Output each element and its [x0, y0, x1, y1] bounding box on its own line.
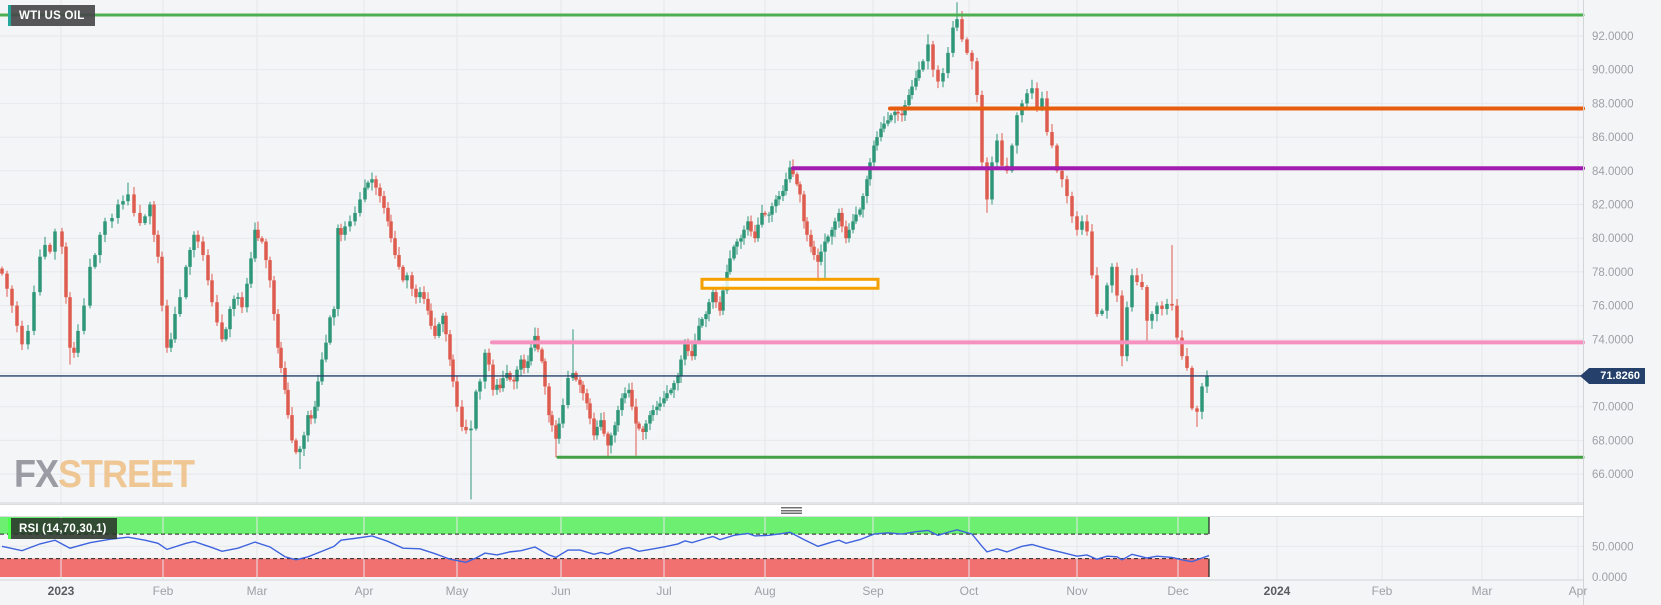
time-axis-label: Mar [247, 584, 268, 598]
price-axis-label: 88.0000 [1592, 98, 1634, 110]
price-axis-label: 76.0000 [1592, 301, 1634, 313]
price-axis[interactable] [1583, 0, 1661, 605]
time-axis-label: Jul [656, 584, 671, 598]
time-axis-label: Apr [1569, 584, 1588, 598]
price-axis-label: 84.0000 [1592, 166, 1634, 178]
candles-down [0, 11, 1199, 458]
price-axis-label: 82.0000 [1592, 200, 1634, 212]
time-axis-label: 2024 [1264, 584, 1291, 598]
time-axis-label: Apr [355, 584, 374, 598]
pane-resize-grip[interactable] [781, 507, 802, 514]
fxstreet-watermark: FXSTREET [14, 454, 195, 494]
price-axis-label: 74.0000 [1592, 334, 1634, 346]
time-axis-labels: 2023 Feb Mar Apr May Jun Jul Aug Sep Oct Nov Dec 202… [48, 584, 1588, 598]
rsi-axis-label: 50.0000 [1592, 541, 1634, 553]
time-axis-label: Sep [862, 584, 884, 598]
time-axis-label: Mar [1472, 584, 1493, 598]
rsi-bands [0, 515, 1210, 577]
price-axis-label: 80.0000 [1592, 233, 1634, 245]
symbol-label[interactable]: WTI US OIL [8, 5, 95, 26]
time-axis[interactable] [0, 581, 1583, 605]
candles-up [26, 2, 1209, 500]
rsi-line [1, 529, 1210, 564]
rsi-indicator-label[interactable]: RSI (14,70,30,1) [8, 518, 117, 539]
time-axis-label: Feb [153, 584, 174, 598]
last-price-tag: 71.8260 [1580, 368, 1645, 384]
rsi-axis-label: 0.0000 [1592, 572, 1627, 584]
time-axis-label: Nov [1066, 584, 1087, 598]
gridlines [0, 0, 1583, 580]
price-axis-label: 92.0000 [1592, 31, 1634, 43]
price-axis-label: 66.0000 [1592, 469, 1634, 481]
price-axis-label: 70.0000 [1592, 402, 1634, 414]
price-axis-label: 90.0000 [1592, 65, 1634, 77]
fxstreet-watermark-fx: FX [14, 451, 59, 496]
time-axis-label: 2023 [48, 584, 75, 598]
price-axis-label: 78.0000 [1592, 267, 1634, 279]
time-axis-label: Feb [1372, 584, 1393, 598]
price-axis-label: 86.0000 [1592, 132, 1634, 144]
supply-zone-box[interactable] [700, 277, 880, 290]
price-axis-labels: 92.0000 90.0000 88.0000 86.0000 84.0000 82.00… [1592, 31, 1634, 584]
time-axis-label: Oct [960, 584, 979, 598]
time-axis-label: Aug [754, 584, 775, 598]
time-axis-label: May [446, 584, 469, 598]
fxstreet-watermark-street: STREET [58, 451, 195, 496]
time-axis-label: Jun [551, 584, 570, 598]
price-axis-label: 68.0000 [1592, 435, 1634, 447]
time-axis-label: Dec [1167, 584, 1188, 598]
